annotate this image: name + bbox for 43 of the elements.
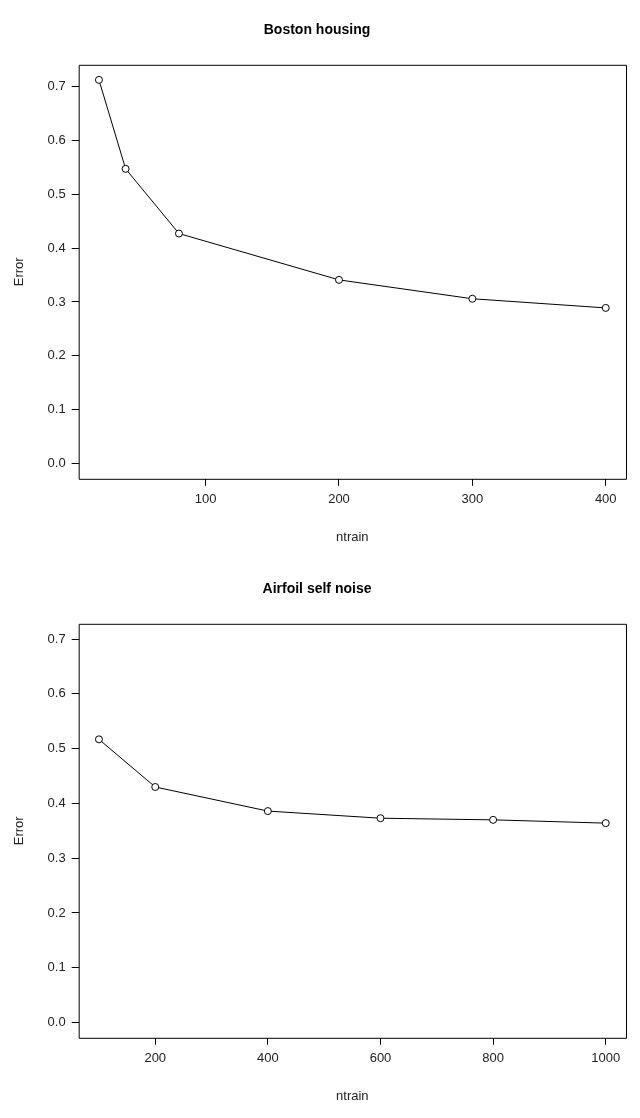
- y-tick-label: 0.1: [47, 401, 66, 417]
- chart-title: Boston housing: [263, 21, 371, 38]
- x-tick-label: 400: [594, 491, 617, 507]
- y-tick-label: 0.3: [47, 293, 66, 309]
- x-tick-label: 1000: [591, 1050, 621, 1066]
- x-tick-label: 300: [461, 491, 484, 507]
- point: [263, 807, 272, 816]
- point: [151, 782, 160, 791]
- y-tick-label: 0.6: [47, 131, 66, 147]
- y-tick-label: 0.7: [47, 77, 66, 93]
- chart-title: Airfoil self noise: [262, 580, 372, 597]
- point: [376, 814, 385, 823]
- point: [335, 275, 343, 284]
- x-tick-label: 800: [482, 1050, 504, 1066]
- y-axis-title: Error: [11, 815, 27, 846]
- point: [601, 303, 610, 312]
- x-axis-title: ntrain: [336, 528, 369, 544]
- x-tick-label: 600: [369, 1050, 392, 1066]
- point: [489, 815, 498, 824]
- x-tick-label: 100: [194, 491, 217, 507]
- y-tick-label: 0.4: [47, 239, 66, 255]
- point: [601, 819, 610, 828]
- point: [174, 229, 183, 238]
- y-tick-label: 0.5: [47, 740, 66, 756]
- y-tick-label: 0.2: [47, 347, 66, 363]
- x-axis-title: ntrain: [336, 1087, 369, 1103]
- point: [94, 75, 103, 84]
- y-tick-label: 0.3: [47, 849, 66, 865]
- y-tick-label: 0.4: [47, 795, 66, 810]
- x-tick-label: 400: [257, 1050, 279, 1066]
- y-tick-label: 0.1: [47, 959, 66, 975]
- y-tick-label: 0.0: [47, 455, 66, 471]
- point: [121, 164, 130, 173]
- x-tick-label: 200: [328, 491, 350, 507]
- y-axis-title: Error: [11, 256, 27, 287]
- point: [468, 294, 477, 303]
- y-tick-label: 0.2: [47, 904, 66, 920]
- y-tick-label: 0.7: [47, 630, 66, 646]
- point: [94, 735, 103, 744]
- y-tick-label: 0.5: [47, 185, 66, 201]
- y-tick-label: 0.0: [47, 1014, 66, 1030]
- y-tick-label: 0.6: [47, 685, 66, 701]
- x-tick-label: 200: [144, 1050, 167, 1066]
